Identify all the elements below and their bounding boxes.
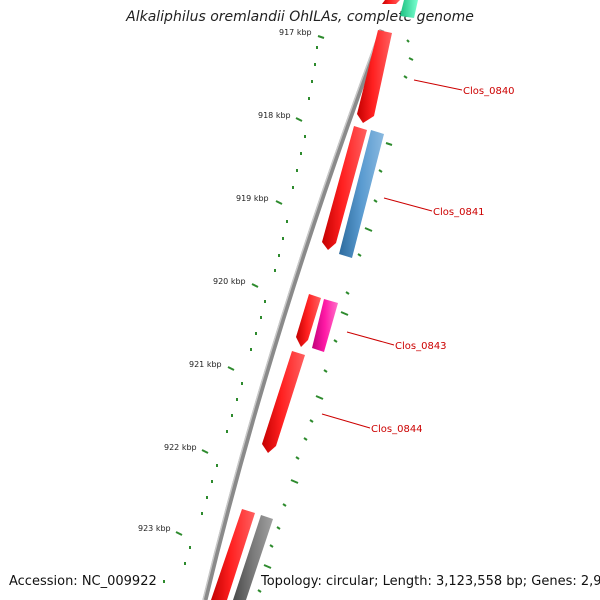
gene-arrow-clos-0843-magenta[interactable] <box>312 299 338 352</box>
tick-label-918: 918 kbp <box>258 111 291 120</box>
gene-arrow-bottom-red[interactable] <box>211 509 255 600</box>
genome-stats-text: Topology: circular; Length: 3,123,558 bp… <box>261 574 600 589</box>
gene-label-clos-0843[interactable]: Clos_0843 <box>395 341 447 352</box>
genome-backbone <box>202 29 385 600</box>
major-ticks <box>175 35 325 536</box>
gene-label-clos-0844[interactable]: Clos_0844 <box>371 424 423 435</box>
gene-label-clos-0840[interactable]: Clos_0840 <box>463 86 515 97</box>
gene-label-clos-0841[interactable]: Clos_0841 <box>433 207 485 218</box>
tick-label-919: 919 kbp <box>236 194 269 203</box>
gene-arrow-top-teal[interactable] <box>400 0 418 18</box>
gene-arrow-bottom-gray[interactable] <box>233 515 273 600</box>
genome-title: Alkaliphilus oremlandii OhILAs, complete… <box>126 9 474 25</box>
gene-arrow-clos-0841-red[interactable] <box>322 126 367 250</box>
gene-label-leaders <box>321 79 463 429</box>
outer-dot-ring <box>163 46 318 583</box>
gene-arrow-clos-0843-red[interactable] <box>296 294 321 347</box>
backbone-highlight <box>202 29 381 600</box>
gene-arrow-clos-0844[interactable] <box>262 351 305 453</box>
tick-label-921: 921 kbp <box>189 360 222 369</box>
gene-arrow-clos-0841-blue[interactable] <box>339 130 384 258</box>
tick-label-920: 920 kbp <box>213 277 246 286</box>
tick-label-923: 923 kbp <box>138 524 171 533</box>
tick-label-917: 917 kbp <box>279 28 312 37</box>
gene-arrow-clos-0840[interactable] <box>357 30 392 123</box>
tick-label-922: 922 kbp <box>164 443 197 452</box>
gene-arrow-top-partial[interactable] <box>382 0 400 4</box>
inner-dash-ring <box>257 39 414 593</box>
accession-text: Accession: NC_009922 <box>9 574 157 589</box>
